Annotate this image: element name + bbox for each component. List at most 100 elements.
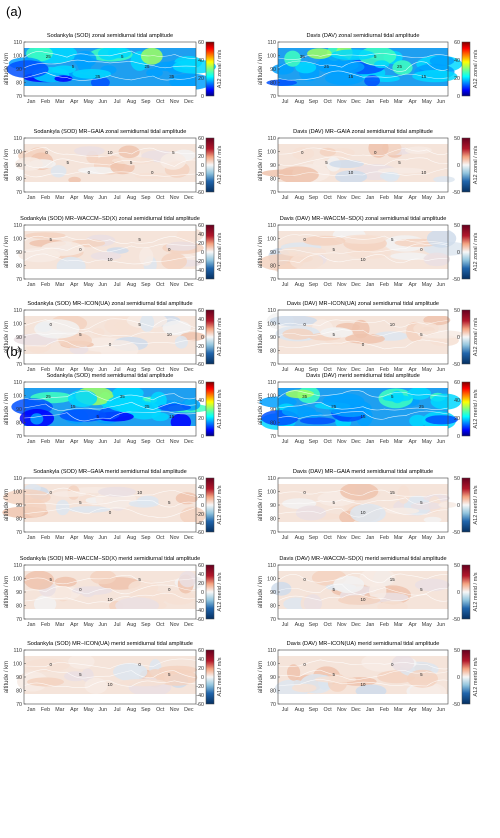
- colorbar: [461, 564, 471, 620]
- x-tick-label: Jun: [99, 195, 108, 201]
- data-gap: [24, 354, 196, 364]
- contour-line: [23, 339, 197, 348]
- contour-label: 0: [88, 170, 91, 175]
- colorbar-label: A12 merid / m/s: [217, 485, 223, 524]
- x-tick-label: Aug: [295, 99, 304, 105]
- data-gap: [278, 522, 448, 532]
- x-tick-label: Dec: [351, 439, 361, 445]
- x-tick-label: Nov: [337, 622, 347, 628]
- colorbar-tick-label: 0: [457, 434, 460, 440]
- contour-label: 5: [168, 500, 171, 505]
- x-tick-label: Oct: [323, 707, 332, 713]
- data-blob: [111, 157, 155, 165]
- x-tick-label: Aug: [295, 439, 304, 445]
- x-tick-label: Nov: [337, 367, 347, 373]
- contour-line: [277, 329, 449, 337]
- x-tick-label: Nov: [337, 195, 347, 201]
- x-tick-label: Mar: [394, 367, 403, 373]
- colorbar-tick-label: 0: [457, 503, 460, 509]
- heatmap-panel: Sodankyla (SOD) merid semidiurnal tidal …: [4, 373, 223, 445]
- x-tick-label: Mar: [394, 282, 403, 288]
- colorbar: [461, 224, 471, 280]
- data-blob: [179, 571, 197, 588]
- data-blob: [271, 581, 292, 596]
- contour-label: 25: [324, 64, 330, 69]
- colorbar-tick-label: 60: [198, 40, 204, 46]
- x-tick-label: Sep: [309, 195, 318, 201]
- y-tick-label: 70: [270, 277, 276, 283]
- contour-label: 0: [362, 342, 365, 347]
- panel-title: Davis (DAV) merid semidiurnal tidal ampl…: [306, 373, 420, 379]
- x-tick-label: Jan: [27, 195, 36, 201]
- contour-label: 5: [333, 500, 336, 505]
- colorbar-tick-label: -40: [196, 693, 204, 699]
- y-tick-label: 100: [13, 53, 22, 59]
- data-blob: [41, 241, 85, 256]
- colorbar-tick-label: 40: [198, 485, 204, 491]
- data-blob: [73, 50, 97, 68]
- x-tick-label: Jan: [27, 282, 36, 288]
- panel-title: Davis (DAV) MR−WACCM−SD(X) zonal semidiu…: [280, 216, 447, 222]
- x-tick-label: Dec: [351, 535, 361, 541]
- data-blob: [385, 507, 420, 515]
- x-tick-label: Jul: [282, 439, 289, 445]
- contour-line: [23, 500, 197, 508]
- data-gap: [24, 42, 196, 48]
- contour-line: [23, 243, 197, 253]
- x-tick-label: Oct: [323, 99, 332, 105]
- y-tick-label: 100: [267, 53, 276, 59]
- y-axis-label: altitude / km: [4, 236, 10, 268]
- contour-label: 0: [303, 577, 306, 582]
- x-tick-label: Aug: [127, 99, 136, 105]
- x-tick-label: Jul: [114, 99, 121, 105]
- contour-label: 25: [144, 64, 150, 69]
- contour-label: 25: [331, 404, 337, 409]
- contour-line: [277, 507, 449, 518]
- data-blob: [27, 677, 64, 687]
- data-blob: [292, 147, 315, 160]
- x-tick-label: Mar: [55, 535, 64, 541]
- data-blob: [438, 501, 457, 508]
- data-blob: [412, 70, 458, 83]
- colorbar: [461, 381, 471, 437]
- y-tick-label: 70: [16, 617, 22, 623]
- contour-line: [277, 60, 449, 72]
- colorbar-tick-label: 0: [457, 590, 460, 596]
- data-blob: [25, 232, 66, 239]
- contour-label: 15: [70, 404, 76, 409]
- x-tick-label: Jan: [27, 439, 36, 445]
- contour-label: 10: [107, 257, 113, 262]
- colorbar: [205, 309, 215, 365]
- data-blob: [25, 658, 70, 672]
- colorbar-tick-label: -50: [452, 190, 460, 196]
- colorbar-tick-label: 60: [198, 563, 204, 569]
- colorbar-tick-label: 20: [198, 241, 204, 247]
- y-tick-label: 90: [16, 67, 22, 73]
- contour-line: [277, 410, 449, 420]
- x-tick-label: Jul: [114, 622, 121, 628]
- x-tick-label: Jun: [437, 99, 446, 105]
- x-tick-label: Oct: [156, 367, 165, 373]
- colorbar-tick-label: -60: [196, 190, 204, 196]
- data-blob: [52, 491, 87, 497]
- x-tick-label: Sep: [141, 282, 150, 288]
- panel-title: Sodankyla (SOD) MR−WACCM−SD(X) merid sem…: [20, 556, 200, 562]
- data-blob: [98, 47, 120, 61]
- y-axis-label: altitude / km: [4, 489, 10, 521]
- x-tick-label: Dec: [184, 282, 194, 288]
- contour-line: [23, 318, 197, 330]
- x-tick-label: May: [83, 195, 93, 201]
- x-tick-label: Feb: [41, 707, 50, 713]
- x-tick-label: Jan: [366, 707, 375, 713]
- data-blob: [34, 319, 80, 339]
- panel-title: Sodankyla (SOD) MR−GAIA zonal semidiurna…: [34, 129, 187, 135]
- contour-line: [23, 575, 197, 585]
- colorbar: [461, 649, 471, 705]
- data-blob: [287, 664, 301, 681]
- data-gap: [24, 565, 196, 571]
- x-tick-label: Apr: [70, 622, 78, 628]
- data-gap: [278, 42, 448, 48]
- contour-label: 25: [144, 404, 150, 409]
- x-tick-label: Nov: [170, 439, 180, 445]
- y-axis-label: altitude / km: [258, 576, 264, 608]
